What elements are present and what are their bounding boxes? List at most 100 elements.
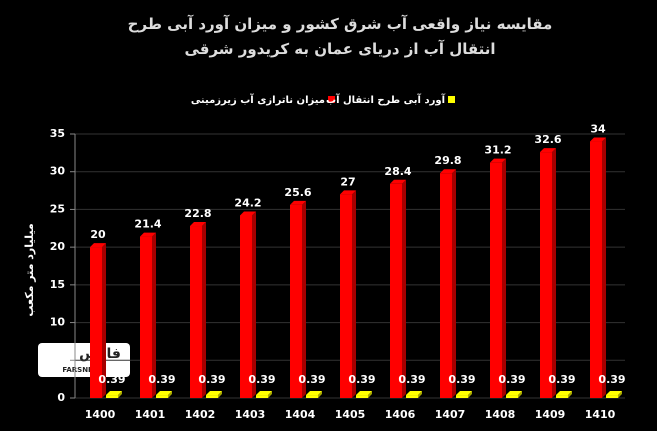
bar-top xyxy=(556,391,572,396)
bar-top xyxy=(306,391,322,396)
x-tick-label: 1410 xyxy=(585,408,616,421)
value-label: 0.39 xyxy=(598,373,625,386)
y-tick-label: 25 xyxy=(50,202,65,215)
bar-top xyxy=(340,190,356,195)
bar xyxy=(90,247,102,398)
bar-top xyxy=(440,169,456,174)
bar-side xyxy=(368,391,372,398)
bar-top xyxy=(540,148,556,153)
bar-side xyxy=(202,222,206,398)
bar-side xyxy=(352,190,356,398)
legend-label: آورد آبی طرح انتقال آب xyxy=(326,93,446,106)
x-tick-label: 1402 xyxy=(185,408,216,421)
bar-top xyxy=(190,222,206,227)
bar-side xyxy=(302,200,306,398)
value-label: 32.6 xyxy=(534,133,561,146)
value-label: 0.39 xyxy=(398,373,425,386)
bar xyxy=(506,395,518,398)
bar-side xyxy=(468,391,472,398)
bar xyxy=(306,395,318,398)
legend-label: میزان ناترازی آب زیرزمینی xyxy=(191,93,325,106)
value-label: 22.8 xyxy=(184,207,211,220)
bar-top xyxy=(106,391,122,396)
bar-top xyxy=(356,391,372,396)
x-tick-label: 1408 xyxy=(485,408,516,421)
bar-side xyxy=(618,391,622,398)
bar xyxy=(206,395,218,398)
bar xyxy=(140,236,152,398)
value-label: 0.39 xyxy=(248,373,275,386)
bar xyxy=(106,395,118,398)
bar xyxy=(390,183,402,398)
bar-side xyxy=(152,232,156,398)
bar xyxy=(556,395,568,398)
bar-side xyxy=(168,391,172,398)
bar-side xyxy=(602,137,606,399)
value-label: 0.39 xyxy=(98,373,125,386)
bar-side xyxy=(402,179,406,398)
x-tick-label: 1401 xyxy=(135,408,166,421)
value-label: 20 xyxy=(90,228,106,241)
bar-side xyxy=(118,391,122,398)
bar-side xyxy=(552,148,556,398)
value-label: 27 xyxy=(340,175,355,188)
value-label: 0.39 xyxy=(298,373,325,386)
bar-side xyxy=(502,158,506,398)
bar-top xyxy=(590,137,606,142)
bar-top xyxy=(490,158,506,163)
x-tick-label: 1409 xyxy=(535,408,566,421)
watermark-sub: FARSNEWS xyxy=(62,366,105,374)
y-tick-label: 35 xyxy=(50,127,65,140)
y-tick-label: 15 xyxy=(50,278,65,291)
bar-side xyxy=(318,391,322,398)
value-label: 0.39 xyxy=(148,373,175,386)
x-tick-label: 1407 xyxy=(435,408,466,421)
y-tick-label: 30 xyxy=(50,165,66,178)
bar-side xyxy=(518,391,522,398)
bar-top xyxy=(506,391,522,396)
bar xyxy=(456,395,468,398)
bar xyxy=(240,215,252,398)
bar xyxy=(340,194,352,398)
x-tick-label: 1400 xyxy=(85,408,116,421)
bar-top xyxy=(256,391,272,396)
bar xyxy=(156,395,168,398)
value-label: 0.39 xyxy=(448,373,475,386)
bar-top xyxy=(140,232,156,237)
value-label: 34 xyxy=(590,123,606,136)
bar-top xyxy=(290,200,306,205)
bar xyxy=(606,395,618,398)
value-label: 31.2 xyxy=(484,144,511,157)
bar xyxy=(290,204,302,398)
value-label: 0.39 xyxy=(498,373,525,386)
bar-side xyxy=(268,391,272,398)
bar-side xyxy=(252,211,256,398)
bar-side xyxy=(452,169,456,398)
x-tick-label: 1406 xyxy=(385,408,416,421)
bar-top xyxy=(156,391,172,396)
value-label: 25.6 xyxy=(284,186,311,199)
x-tick-label: 1404 xyxy=(285,408,316,421)
legend-marker xyxy=(448,96,455,103)
value-label: 28.4 xyxy=(384,165,411,178)
value-label: 29.8 xyxy=(434,154,461,167)
bar-top xyxy=(406,391,422,396)
bar-side xyxy=(218,391,222,398)
x-tick-label: 1405 xyxy=(335,408,366,421)
bar xyxy=(406,395,418,398)
x-tick-label: 1403 xyxy=(235,408,266,421)
y-axis-label: میلیارد متر مکعب xyxy=(23,223,36,316)
bar xyxy=(540,152,552,398)
y-tick-label: 0 xyxy=(57,391,65,404)
bar-side xyxy=(102,243,106,398)
y-tick-label: 5 xyxy=(57,353,65,366)
bar-top xyxy=(90,243,106,248)
value-label: 0.39 xyxy=(348,373,375,386)
bar-top xyxy=(390,179,406,184)
bar-top xyxy=(456,391,472,396)
bar xyxy=(490,162,502,398)
bar-top xyxy=(240,211,256,216)
value-label: 24.2 xyxy=(234,196,261,209)
y-tick-label: 10 xyxy=(50,316,66,329)
